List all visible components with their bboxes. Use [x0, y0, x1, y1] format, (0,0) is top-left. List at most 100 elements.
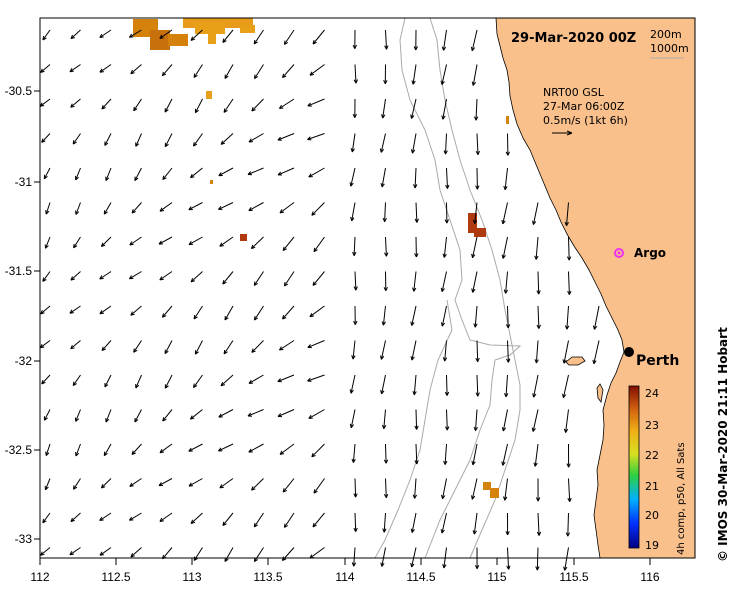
- current-vector-arrow: [504, 167, 508, 190]
- current-vector-arrow: [441, 64, 447, 85]
- current-vector-arrow: [103, 202, 112, 215]
- current-vector-arrow: [381, 374, 386, 395]
- current-vector-arrowhead: [414, 218, 419, 223]
- current-vector-arrowhead: [413, 46, 418, 51]
- current-vector-arrowhead: [475, 392, 480, 397]
- current-vector-arrow: [411, 512, 417, 533]
- current-vector-arrowhead: [247, 412, 253, 417]
- current-vector-arrowhead: [250, 244, 256, 250]
- current-vector-arrow: [312, 29, 325, 45]
- current-vector-arrow: [567, 512, 569, 537]
- current-vector-arrowhead: [219, 242, 224, 247]
- current-vector-arrowhead: [220, 381, 226, 387]
- current-vector-arrow: [70, 340, 81, 350]
- current-vector-arrow: [352, 340, 356, 360]
- current-vector-arrowhead: [349, 182, 354, 187]
- y-tick-label: -32.5: [5, 443, 33, 457]
- current-vector-arrow: [73, 236, 81, 249]
- current-vector-arrow: [101, 236, 112, 247]
- current-vector-arrow: [253, 512, 264, 528]
- sst-patch: [168, 34, 188, 46]
- current-vector-arrowhead: [384, 45, 389, 50]
- y-axis: [34, 90, 40, 540]
- current-vector-arrowhead: [410, 562, 415, 568]
- current-vector-arrowhead: [100, 242, 106, 247]
- land-western-australia: [495, 17, 696, 559]
- current-vector-arrowhead: [414, 460, 419, 465]
- current-vector-arrowhead: [380, 355, 385, 360]
- current-vector-arrow: [445, 133, 447, 155]
- current-vector-arrow: [254, 64, 264, 79]
- current-vector-arrow: [101, 98, 112, 110]
- current-vector-arrowhead: [99, 33, 104, 38]
- current-vector-arrow: [69, 64, 81, 73]
- current-vector-arrow: [134, 409, 142, 423]
- current-vector-arrow: [354, 271, 357, 291]
- y-tick-label: -30.5: [5, 84, 33, 98]
- current-vector-arrowhead: [42, 35, 47, 41]
- sst-patch: [506, 116, 509, 124]
- current-vector-arrowhead: [474, 564, 480, 570]
- current-vector-arrow: [476, 340, 479, 362]
- current-vector-arrow: [40, 547, 51, 556]
- current-vector-arrowhead: [75, 451, 80, 457]
- current-vector-arrow: [131, 202, 142, 214]
- current-vector-arrowhead: [351, 355, 356, 360]
- current-vector-arrowhead: [190, 173, 195, 179]
- current-vector-arrow: [443, 236, 447, 258]
- current-vector-arrowhead: [440, 529, 445, 534]
- current-vector-arrowhead: [158, 482, 164, 487]
- current-vector-arrow: [194, 340, 203, 355]
- current-vector-arrow: [472, 271, 478, 293]
- current-vector-arrowhead: [158, 240, 164, 245]
- current-vector-arrow: [443, 29, 447, 51]
- current-vector-arrow: [105, 167, 112, 181]
- current-vector-arrowhead: [99, 275, 104, 280]
- sst-patch: [468, 213, 477, 233]
- current-vector-arrowhead: [99, 516, 104, 521]
- current-vector-arrow: [309, 64, 325, 76]
- current-vector-arrowhead: [505, 531, 510, 536]
- current-vector-arrowhead: [352, 113, 357, 118]
- current-vector-arrow: [164, 374, 173, 389]
- current-vector-arrowhead: [101, 346, 106, 352]
- current-vector-arrowhead: [474, 116, 479, 121]
- x-tick-label: 113: [182, 570, 201, 584]
- current-vector-arrowhead: [309, 71, 314, 76]
- current-vector-arrow: [307, 98, 325, 107]
- current-vector-arrowhead: [253, 316, 259, 321]
- current-vector-arrowhead: [383, 286, 388, 292]
- current-vector-arrowhead: [308, 173, 313, 178]
- current-vector-arrow: [566, 202, 569, 226]
- current-vector-arrow: [476, 374, 479, 397]
- current-vector-arrowhead: [282, 73, 287, 79]
- current-vector-arrowhead: [442, 564, 447, 569]
- current-vector-arrow: [43, 167, 51, 180]
- current-vector-arrow: [313, 236, 325, 252]
- current-vector-arrow: [568, 271, 570, 295]
- current-vector-arrow: [159, 512, 173, 522]
- current-vector-arrow: [193, 305, 203, 320]
- current-vector-arrowhead: [414, 425, 419, 430]
- current-vector-arrowhead: [535, 497, 541, 502]
- current-vector-arrowhead: [501, 254, 506, 259]
- current-vector-arrow: [220, 374, 234, 387]
- current-vector-arrowhead: [440, 80, 445, 85]
- current-vector-arrowhead: [43, 416, 48, 421]
- current-vector-arrowhead: [99, 310, 104, 315]
- current-vector-arrowhead: [472, 219, 478, 224]
- current-vector-arrow: [382, 305, 386, 326]
- current-vector-arrow: [99, 547, 112, 556]
- current-vector-arrow: [442, 478, 447, 499]
- current-vector-arrowhead: [471, 81, 477, 86]
- current-vector-arrow: [224, 64, 234, 79]
- current-vector-arrow: [474, 202, 478, 224]
- current-vector-arrowhead: [411, 80, 416, 85]
- current-vector-arrow: [283, 29, 295, 45]
- current-vector-arrowhead: [70, 344, 75, 350]
- current-vector-arrow: [45, 443, 51, 456]
- current-vector-arrowhead: [349, 389, 354, 394]
- current-vector-arrowhead: [164, 349, 169, 354]
- current-vector-arrow: [537, 512, 540, 536]
- current-vector-arrow: [104, 374, 112, 388]
